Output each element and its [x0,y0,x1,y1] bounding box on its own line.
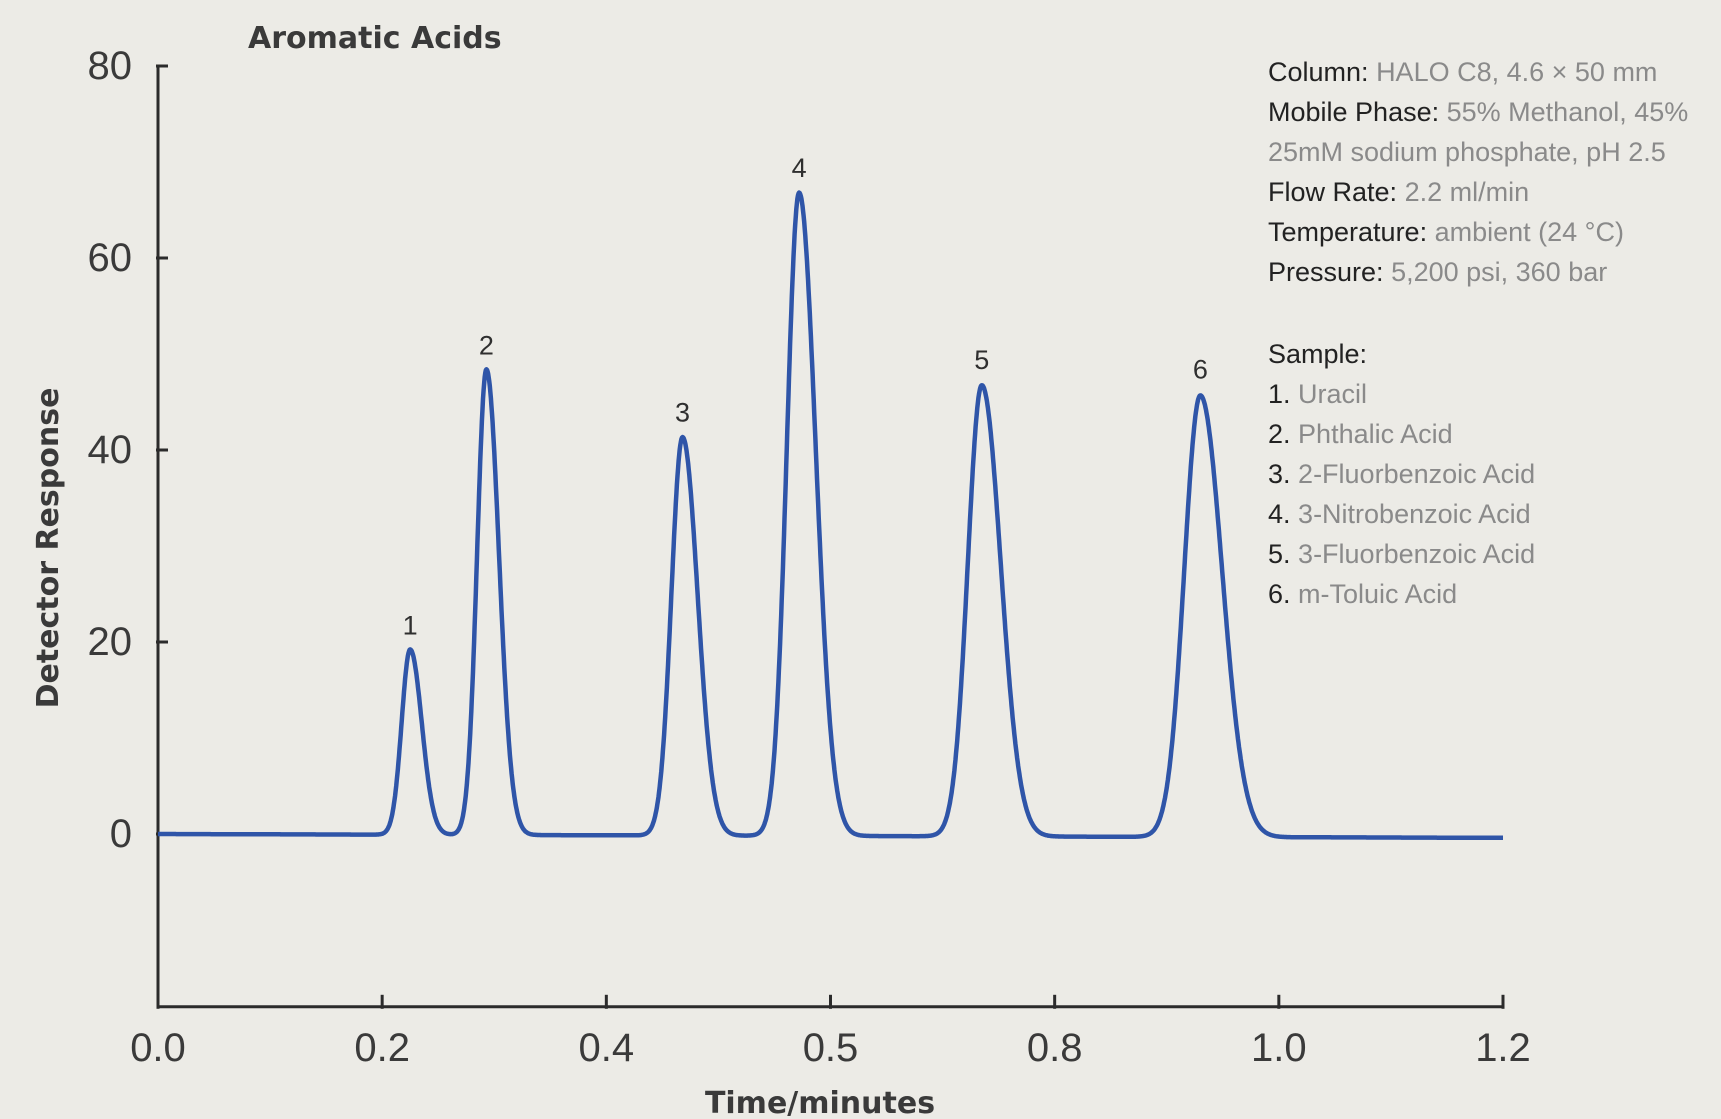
column-row: Column: HALO C8, 4.6 × 50 mm [1268,52,1708,92]
pressure-row: Pressure: 5,200 psi, 360 bar [1268,252,1708,292]
peak-label: 5 [974,345,989,375]
y-tick-label: 80 [88,44,133,88]
y-tick-label: 20 [88,620,133,664]
sample-number: 4. [1268,499,1291,529]
chromatogram-trace [156,190,1505,841]
mobile-phase-value-2: 25mM sodium phosphate, pH 2.5 [1268,137,1666,167]
pressure-label: Pressure: [1268,257,1384,287]
flow-rate-label: Flow Rate: [1268,177,1398,207]
flow-rate-value: 2.2 ml/min [1404,177,1530,207]
sample-name: 3-Fluorbenzoic Acid [1298,539,1536,569]
mobile-phase-row-2: 25mM sodium phosphate, pH 2.5 [1268,132,1708,172]
column-label: Column: [1268,57,1369,87]
mobile-phase-row: Mobile Phase: 55% Methanol, 45% [1268,92,1708,132]
sample-item: 5. 3-Fluorbenzoic Acid [1268,534,1708,574]
sample-item: 2. Phthalic Acid [1268,414,1708,454]
x-tick-label: 0.5 [803,1026,859,1070]
y-tick-label: 0 [110,812,132,856]
sample-number: 5. [1268,539,1291,569]
temperature-row: Temperature: ambient (24 °C) [1268,212,1708,252]
sample-item: 6. m-Toluic Acid [1268,574,1708,614]
x-tick-label: 1.2 [1475,1026,1531,1070]
x-axis-title: Time/minutes [705,1086,935,1119]
x-tick-label: 0.0 [130,1026,186,1070]
sample-name: 2-Fluorbenzoic Acid [1298,459,1536,489]
sample-item: 4. 3-Nitrobenzoic Acid [1268,494,1708,534]
sample-item: 3. 2-Fluorbenzoic Acid [1268,454,1708,494]
peak-labels: 1 2 3 4 5 6 [403,153,1208,641]
x-tick-label: 1.0 [1251,1026,1307,1070]
x-tick-label: 0.2 [354,1026,410,1070]
mobile-phase-label: Mobile Phase: [1268,97,1440,127]
mobile-phase-value: 55% Methanol, 45% [1446,97,1689,127]
sample-number: 3. [1268,459,1291,489]
temperature-value: ambient (24 °C) [1434,217,1624,247]
sample-list: 1. Uracil 2. Phthalic Acid 3. 2-Fluorben… [1268,374,1708,614]
spacer [1268,292,1708,334]
flow-rate-row: Flow Rate: 2.2 ml/min [1268,172,1708,212]
sample-label: Sample: [1268,339,1368,369]
sample-name: m-Toluic Acid [1298,579,1458,609]
peak-label: 2 [479,330,494,360]
method-info-panel: Column: HALO C8, 4.6 × 50 mm Mobile Phas… [1268,52,1708,614]
sample-name: Phthalic Acid [1298,419,1453,449]
sample-number: 1. [1268,379,1291,409]
y-axis-title: Detector Response [31,388,66,709]
chart-title: Aromatic Acids [248,21,502,56]
x-tick-label: 0.8 [1027,1026,1083,1070]
sample-number: 6. [1268,579,1291,609]
pressure-value: 5,200 psi, 360 bar [1391,257,1608,287]
column-value: HALO C8, 4.6 × 50 mm [1376,57,1658,87]
sample-name: 3-Nitrobenzoic Acid [1298,499,1531,529]
x-tick-label: 0.4 [579,1026,635,1070]
sample-heading-row: Sample: [1268,334,1708,374]
peak-label: 3 [675,398,690,428]
y-tick-label: 60 [88,236,133,280]
sample-number: 2. [1268,419,1291,449]
peak-label: 1 [403,611,418,641]
peak-label: 6 [1193,354,1208,384]
temperature-label: Temperature: [1268,217,1428,247]
peak-label: 4 [792,153,807,183]
sample-item: 1. Uracil [1268,374,1708,414]
sample-name: Uracil [1298,379,1368,409]
y-tick-label: 40 [88,428,133,472]
